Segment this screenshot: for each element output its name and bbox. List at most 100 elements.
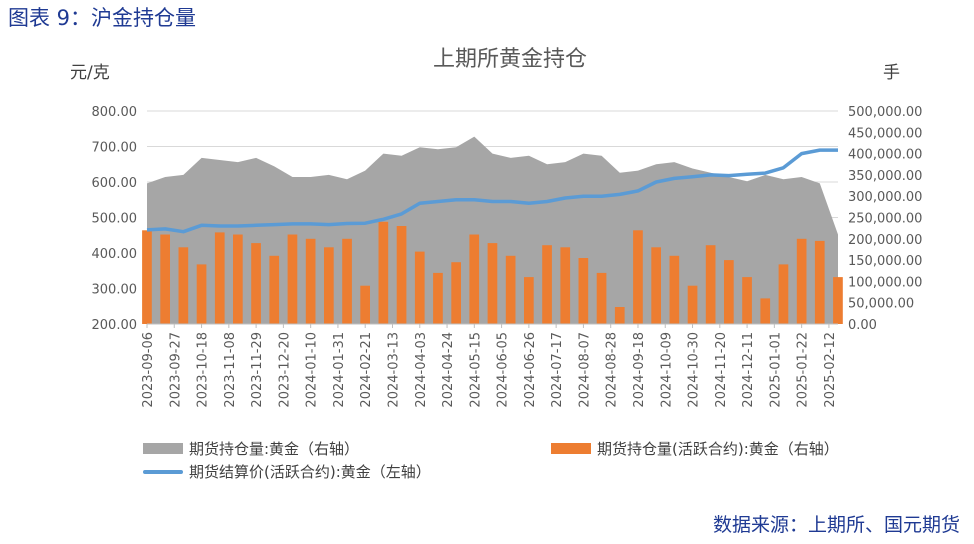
x-tick-label: 2024-11-20 [714,332,729,408]
left-tick-label: 500.00 [92,212,138,227]
right-tick-label: 150,000.00 [848,254,922,269]
x-tick-label: 2024-06-26 [523,332,538,408]
x-tick-label: 2024-08-07 [577,332,592,408]
open-interest-area-shape [147,136,838,324]
active-oi-bar [160,234,170,324]
legend-swatch-orange [551,443,591,454]
axes: 200.00 300.00 400.00 500.00 600.00 700.00 800.… [92,105,923,408]
x-tick-label: 2025-01-01 [768,332,783,408]
active-oi-bar [433,272,443,324]
active-oi-bar [833,277,843,324]
x-tick-label: 2023-10-18 [196,332,211,408]
legend-swatch-gray [143,443,183,454]
x-tick-label: 2024-01-31 [332,332,347,408]
right-tick-label: 400,000.00 [848,148,922,163]
left-axis-unit: 元/克 [70,63,110,83]
settlement-price-polyline [146,148,838,234]
x-tick-label: 2024-04-24 [441,332,456,408]
active-oi-bar [233,234,243,324]
right-tick-label: 200,000.00 [848,233,922,248]
active-oi-bar [705,245,716,324]
x-tick-label: 2025-01-22 [796,332,811,408]
x-tick-label: 2024-10-09 [659,332,674,408]
right-tick-label: 450,000.00 [848,126,922,141]
active-oi-bar [142,230,152,324]
legend-item-active-oi: 期货持仓量(活跃合约):黄金（右轴） [551,438,839,459]
active-oi-bar [742,277,752,324]
active-oi-bar [687,285,698,324]
legend-item-total-oi: 期货持仓量:黄金（右轴） [143,438,359,459]
figure-caption: 图表 9：沪金持仓量 [8,6,197,30]
x-tick-label: 2024-12-11 [741,332,756,408]
right-tick-label: 500,000.00 [848,105,922,120]
x-tick-label: 2024-07-17 [550,332,565,408]
active-oi-bar [760,298,771,324]
open-interest-area [147,136,838,324]
active-oi-bar [251,243,261,324]
x-tick-label: 2024-03-13 [387,332,402,408]
active-oi-bar [269,255,280,324]
x-tick-label: 2023-09-06 [141,332,156,408]
active-oi-bar [578,258,589,324]
right-tick-label: 350,000.00 [848,169,922,184]
right-tick-label: 100,000.00 [848,275,922,290]
active-oi-bar [814,240,825,324]
gold-open-interest-chart: 上期所黄金持仓 元/克 手 200.00 300.00 400.00 500.00 60… [70,47,923,408]
legend-label-active-oi: 期货持仓量(活跃合约):黄金（右轴） [597,440,839,458]
active-oi-bar [214,232,225,324]
active-oi-bar [469,234,480,324]
x-tick-label: 2024-06-05 [496,332,511,408]
active-oi-bar [524,277,534,324]
x-tick-label: 2023-09-27 [168,332,183,408]
active-oi-bar [778,264,789,324]
x-tick-label: 2024-05-15 [468,332,483,408]
active-oi-bar [360,285,370,324]
active-oi-bar [396,226,407,324]
right-axis-unit: 手 [883,63,900,83]
active-oi-bar [451,262,461,324]
left-tick-label: 400.00 [92,247,138,262]
x-tick-label: 2024-09-18 [632,332,647,408]
legend-label-settlement: 期货结算价(活跃合约):黄金（左轴） [189,463,431,481]
x-tick-label: 2024-01-10 [305,332,320,408]
legend-item-settlement: 期货结算价(活跃合约):黄金（左轴） [143,461,431,482]
active-oi-bar [378,221,389,324]
legend-swatch-blue-line [143,469,183,474]
active-oi-bar [560,247,571,324]
left-tick-label: 200.00 [92,318,138,333]
active-oi-bar [196,264,207,324]
x-tick-label: 2024-10-30 [687,332,702,408]
active-oi-bar [287,234,298,324]
active-oi-bar [796,238,807,324]
x-tick-label: 2024-04-03 [414,332,429,408]
left-tick-label: 700.00 [92,141,138,156]
data-source: 数据来源：上期所、国元期货 [712,514,960,536]
active-oi-bar [542,245,552,324]
active-oi-bar [342,238,352,324]
active-oi-bar [633,230,643,324]
x-tick-label: 2023-12-20 [277,332,292,408]
left-tick-label: 300.00 [92,283,138,298]
chart-title: 上期所黄金持仓 [433,47,587,72]
right-tick-label: 250,000.00 [848,212,922,227]
active-oi-bar [487,243,498,324]
x-tick-label: 2025-02-12 [823,332,838,408]
active-oi-bar [724,260,734,324]
active-contract-bars [142,221,843,324]
active-oi-bar [614,307,625,324]
right-tick-label: 50,000.00 [848,297,914,312]
active-oi-bar [324,247,334,324]
left-tick-label: 600.00 [92,176,138,191]
active-oi-bar [651,247,661,324]
x-tick-label: 2024-08-28 [605,332,620,408]
right-tick-label: 300,000.00 [848,190,922,205]
settlement-price-line [146,148,838,234]
active-oi-bar [178,247,189,324]
active-oi-bar [414,251,425,324]
right-tick-label: 0.00 [848,318,877,333]
x-tick-label: 2023-11-29 [250,332,265,408]
active-oi-bar [669,255,680,324]
legend-label-total-oi: 期货持仓量:黄金（右轴） [189,440,360,458]
left-tick-label: 800.00 [92,105,138,120]
active-oi-bar [505,255,516,324]
